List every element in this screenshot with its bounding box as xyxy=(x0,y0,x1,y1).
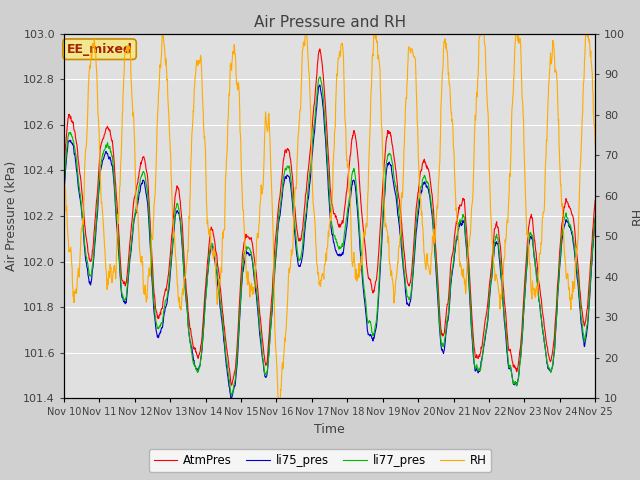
RH xyxy=(179,289,186,295)
RH xyxy=(166,133,173,139)
Line: RH: RH xyxy=(64,34,595,398)
AtmPres xyxy=(316,46,324,52)
li77_pres xyxy=(165,277,173,283)
li77_pres xyxy=(238,274,246,280)
AtmPres xyxy=(165,263,173,269)
li77_pres xyxy=(482,329,490,335)
li75_pres xyxy=(529,240,537,245)
RH xyxy=(591,142,599,148)
AtmPres xyxy=(228,383,236,388)
Legend: AtmPres, li75_pres, li77_pres, RH: AtmPres, li75_pres, li77_pres, RH xyxy=(149,449,491,472)
RH xyxy=(482,69,490,75)
li75_pres xyxy=(60,191,68,197)
li75_pres xyxy=(316,82,324,88)
RH xyxy=(60,158,68,164)
li77_pres xyxy=(60,185,68,191)
AtmPres xyxy=(179,220,186,226)
Y-axis label: RH: RH xyxy=(631,207,640,225)
RH xyxy=(529,285,537,290)
Text: EE_mixed: EE_mixed xyxy=(67,43,132,56)
li77_pres xyxy=(413,217,420,223)
li75_pres xyxy=(227,396,235,401)
Line: li77_pres: li77_pres xyxy=(64,77,595,395)
AtmPres xyxy=(238,260,246,266)
RH xyxy=(238,182,246,188)
Line: AtmPres: AtmPres xyxy=(64,49,595,385)
X-axis label: Time: Time xyxy=(314,423,345,436)
li77_pres xyxy=(228,392,236,398)
li77_pres xyxy=(529,236,537,242)
AtmPres xyxy=(413,203,420,208)
li77_pres xyxy=(591,214,599,220)
Title: Air Pressure and RH: Air Pressure and RH xyxy=(253,15,406,30)
li75_pres xyxy=(238,278,246,284)
li75_pres xyxy=(482,330,490,336)
RH xyxy=(159,31,166,36)
RH xyxy=(413,95,420,100)
li75_pres xyxy=(165,283,173,288)
AtmPres xyxy=(482,314,490,320)
AtmPres xyxy=(60,168,68,174)
AtmPres xyxy=(529,220,537,226)
li75_pres xyxy=(413,227,420,232)
li75_pres xyxy=(179,242,186,248)
AtmPres xyxy=(591,197,599,203)
RH xyxy=(275,396,282,401)
li77_pres xyxy=(316,74,324,80)
Y-axis label: Air Pressure (kPa): Air Pressure (kPa) xyxy=(4,161,17,271)
Line: li75_pres: li75_pres xyxy=(64,85,595,398)
li77_pres xyxy=(179,239,186,244)
li75_pres xyxy=(591,216,599,221)
